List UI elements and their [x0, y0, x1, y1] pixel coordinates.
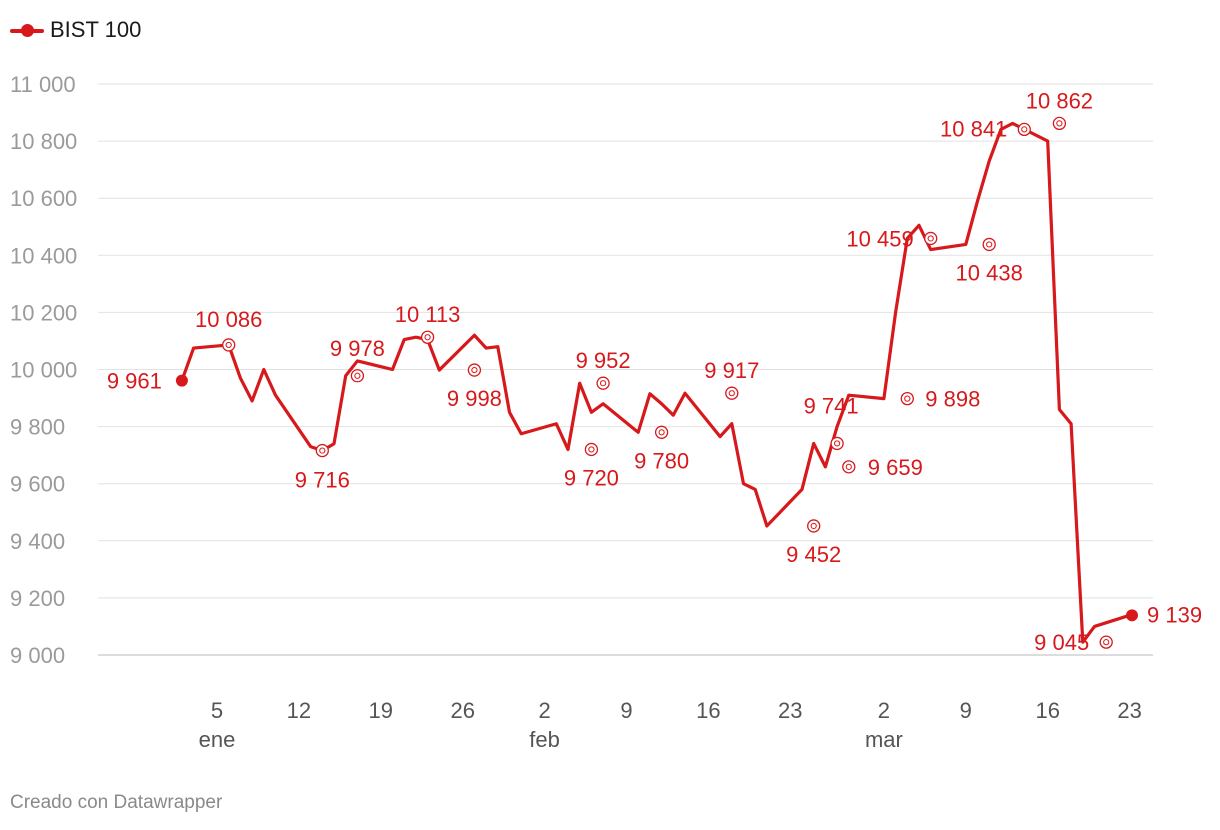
point-marker [830, 436, 844, 451]
point-marker-inner [424, 334, 431, 341]
point-marker [725, 386, 739, 400]
point-marker-inner [728, 390, 735, 397]
point-marker [584, 442, 599, 457]
point-marker-inner [354, 372, 361, 379]
y-tick-label: 10 600 [10, 186, 77, 211]
point-marker-inner [1021, 126, 1028, 133]
y-tick-label: 10 800 [10, 129, 77, 154]
point-marker [1017, 122, 1031, 137]
point-marker [1052, 116, 1067, 131]
x-month-label: feb [529, 727, 560, 752]
y-tick-label: 9 600 [10, 472, 65, 497]
x-tick-label: 2 [538, 698, 550, 723]
endpoint-marker [1126, 609, 1138, 622]
point-marker-inner [588, 446, 595, 453]
data-label: 9 716 [295, 468, 350, 493]
point-marker-inner [319, 447, 326, 454]
data-label: 9 720 [564, 465, 619, 490]
legend-label: BIST 100 [50, 17, 142, 42]
point-marker [596, 376, 610, 390]
x-month-label: ene [199, 727, 236, 752]
y-tick-label: 9 000 [10, 643, 65, 668]
series-line-bist-100 [180, 121, 1132, 644]
point-marker-inner [986, 241, 993, 248]
data-label: 10 459 [846, 226, 913, 251]
y-tick-label: 9 400 [10, 529, 65, 554]
point-marker-inner [927, 235, 934, 242]
y-tick-label: 9 200 [10, 586, 65, 611]
point-marker [842, 460, 856, 474]
data-label: 10 841 [940, 116, 1007, 141]
y-tick-label: 11 000 [10, 72, 76, 97]
point-marker [654, 425, 669, 439]
data-label: 10 438 [956, 260, 1023, 285]
point-marker [315, 443, 329, 458]
x-tick-label: 9 [960, 698, 972, 723]
point-marker [900, 391, 914, 406]
point-marker-inner [845, 463, 852, 470]
x-tick-label: 5 [211, 698, 223, 723]
point-marker [982, 237, 996, 252]
data-label: 9 998 [447, 386, 502, 411]
point-marker-inner [834, 440, 841, 447]
point-marker [222, 338, 236, 352]
chart-legend: BIST 100 [10, 16, 141, 44]
point-marker-inner [810, 522, 817, 530]
x-tick-label: 12 [287, 698, 311, 723]
point-marker [350, 369, 365, 383]
x-month-label: mar [865, 727, 903, 752]
data-label: 10 113 [395, 302, 461, 327]
point-marker-inner [1103, 639, 1110, 646]
point-marker-inner [471, 366, 478, 374]
y-tick-label: 9 800 [10, 415, 65, 440]
x-tick-label: 9 [620, 698, 632, 723]
point-marker-inner [904, 395, 911, 402]
x-tick-label: 16 [1035, 698, 1059, 723]
data-label: 9 898 [925, 387, 980, 412]
point-marker [1099, 635, 1113, 649]
data-label: 10 862 [1026, 88, 1093, 113]
data-label: 9 961 [107, 369, 162, 394]
point-marker [924, 231, 938, 246]
x-tick-label: 19 [369, 698, 393, 723]
data-label: 9 978 [330, 336, 385, 361]
data-label: 9 741 [804, 393, 859, 418]
data-label: 10 086 [195, 307, 262, 332]
x-tick-label: 23 [1117, 698, 1141, 723]
data-label: 9 045 [1034, 630, 1089, 655]
point-marker [420, 330, 435, 344]
data-label: 9 917 [704, 358, 759, 383]
data-label: 9 659 [868, 455, 923, 480]
legend-line-dot-icon [10, 20, 44, 40]
y-tick-label: 10 400 [10, 243, 77, 268]
x-tick-label: 16 [696, 698, 720, 723]
point-marker [467, 363, 482, 377]
y-tick-label: 10 200 [10, 300, 77, 325]
data-label: 9 952 [576, 348, 631, 373]
y-tick-label: 10 000 [10, 358, 77, 383]
footer-credit: Creado con Datawrapper [10, 792, 223, 813]
x-tick-label: 23 [778, 698, 802, 723]
point-marker-inner [600, 380, 607, 387]
endpoint-marker [175, 374, 188, 387]
point-marker-inner [1056, 120, 1063, 127]
data-label: 9 139 [1147, 602, 1202, 627]
x-tick-label: 2 [878, 698, 890, 723]
point-marker-inner [225, 341, 232, 349]
x-tick-label: 26 [450, 698, 474, 723]
data-label: 9 452 [786, 542, 841, 567]
point-marker [807, 519, 821, 533]
point-marker-inner [658, 429, 665, 436]
data-label: 9 780 [634, 448, 689, 473]
